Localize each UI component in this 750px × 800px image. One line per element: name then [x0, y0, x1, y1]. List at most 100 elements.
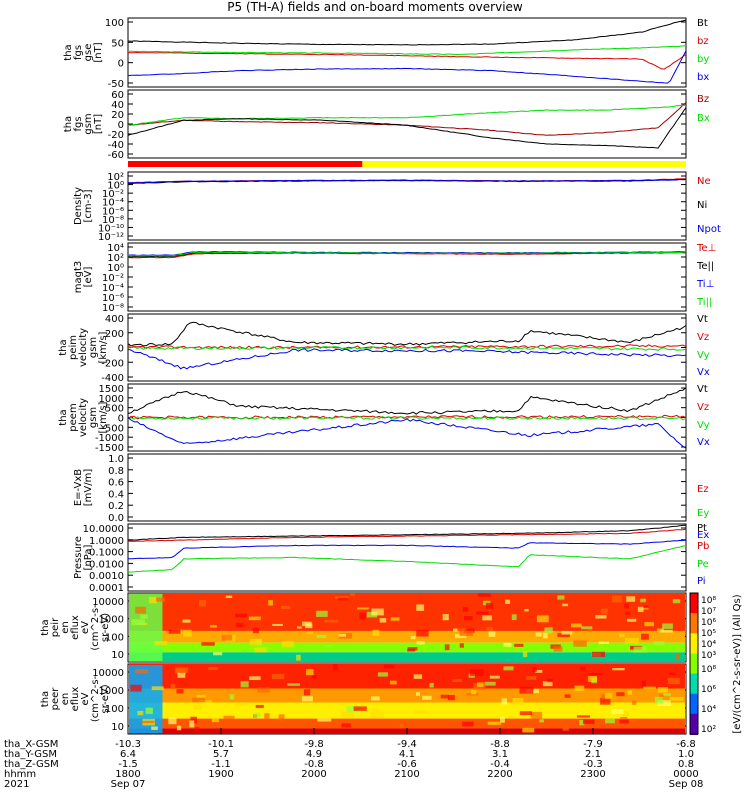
p10-spectrogram-cell	[234, 702, 247, 706]
p8-ylabel-line: Pressure	[73, 536, 84, 579]
p10-spectrogram-cell	[576, 715, 591, 718]
p2-ylabel-line: fgs	[73, 116, 84, 131]
p9-spectrogram-cell	[183, 629, 192, 637]
p9-ytick-label: 10000	[92, 597, 124, 608]
p10-spectrogram-cell	[612, 667, 625, 671]
colorbar-tick-label: 10⁶	[701, 618, 716, 628]
p10-spectrogram-cell	[301, 696, 313, 702]
p9-spectrogram-cell	[316, 634, 327, 639]
p2-series-line	[127, 102, 687, 136]
p9-spectrogram-early	[129, 594, 163, 661]
p9-spectrogram-cell	[672, 599, 681, 604]
p6-ylabel-line: gsm	[88, 407, 99, 428]
p5-series-line	[127, 345, 687, 351]
p5-ylabel-line: velocity	[78, 328, 89, 367]
p9-spectrogram-cell	[390, 617, 400, 621]
p8-legend-label: Pt	[697, 523, 707, 534]
p2-ylabel-line: [nT]	[93, 114, 104, 134]
p9-spectrogram-cell	[477, 593, 491, 597]
p7-ytick-label: 0.6	[108, 478, 124, 489]
p10-spectrogram-cell	[611, 709, 624, 714]
p8-legend-label: Pe	[697, 559, 709, 570]
x-axis-label: 1800	[115, 769, 140, 780]
p3-ytick-label: 10⁻⁴	[102, 198, 124, 209]
x-axis-label: -6.8	[676, 739, 696, 750]
p10-spectrogram-cell	[503, 666, 514, 671]
p10-spectrogram-cell	[657, 700, 671, 706]
p6-ytick-label: 0	[118, 414, 124, 425]
p5-legend-label: Vz	[697, 332, 709, 343]
p7-ytick-label: 0.0	[108, 513, 124, 524]
p1-series-line	[127, 19, 687, 46]
p5-series-line	[127, 348, 687, 370]
p9-ytick-label: 1000	[99, 615, 124, 626]
p9-spectrogram-cell	[281, 641, 294, 648]
p9-spectrogram-cell	[562, 603, 569, 607]
p10-spectrogram-cell	[452, 679, 462, 683]
p9-spectrogram-cell	[324, 619, 339, 623]
x-axis-label: -8.8	[490, 739, 510, 750]
p4-ytick-label: 10⁻⁶	[102, 293, 124, 304]
p1-legend-label: Bt	[697, 18, 708, 29]
p9-spectrogram-cell	[248, 616, 261, 621]
p2-ytick-label: 20	[111, 110, 124, 121]
x-axis-label: 3.1	[492, 749, 508, 760]
p8-series-line	[128, 528, 687, 542]
p10-spectrogram-band	[129, 702, 685, 719]
p4-legend-label: Ti||	[696, 297, 712, 308]
p9-spectrogram-cell	[644, 622, 654, 627]
p10-ytick-label: 1000	[99, 686, 124, 697]
p1-ylabel-line: tha	[63, 44, 74, 60]
p10-spectrogram-cell	[264, 713, 270, 720]
p2-ylabel-line: tha	[63, 116, 74, 132]
p2-legend-label: Bx	[697, 113, 710, 124]
p9-spectrogram-cell	[544, 627, 553, 634]
p9-spectrogram-cell	[522, 651, 528, 658]
p9-spectrogram-cell	[641, 607, 649, 610]
p9-ylabel-line: eflux	[70, 615, 81, 640]
p9-spectrogram-cell	[296, 654, 301, 661]
p1-ytick-label: 50	[111, 38, 124, 49]
p10-spectrogram-band	[129, 718, 685, 729]
p10-spectrogram-cell	[616, 692, 625, 697]
p9-spectrogram-cell	[252, 627, 259, 634]
p10-spectrogram-cell	[208, 666, 218, 670]
p10-spectrogram-cell	[141, 720, 155, 724]
p10-spectrogram-cell	[346, 705, 359, 713]
p1-series-line	[127, 51, 687, 70]
p1-ylabel-line: fgs	[73, 45, 84, 60]
p10-spectrogram-cell	[257, 687, 270, 693]
p6-legend-label: Vx	[697, 437, 710, 448]
x-axis-row-label: hhmm	[4, 769, 36, 780]
p3-ytick-label: 10⁻⁶	[102, 206, 124, 217]
p10-spectrogram-cell	[176, 689, 184, 694]
p10-spectrogram-cell	[353, 706, 367, 711]
p4-ytick-label: 10²	[107, 253, 124, 264]
p9-spectrogram-cell	[306, 631, 313, 634]
p5-ytick-label: -200	[101, 358, 124, 369]
p10-spectrogram-cell	[620, 716, 628, 720]
p10-spectrogram-cell	[539, 719, 544, 723]
p10-ytick-label: 10000	[92, 668, 124, 679]
p9-spectrogram-cell	[514, 643, 524, 647]
p8-ytick-label: 1.0000	[89, 536, 124, 547]
p2-ytick-label: 0	[118, 120, 124, 131]
p4-ytick-label: 10⁴	[107, 243, 124, 254]
p6-ylabel-line: peem	[68, 403, 79, 431]
p5-ylabel-line: tha	[58, 339, 69, 355]
p10-spectrogram-cell	[669, 696, 684, 701]
colorbar-segment	[690, 613, 698, 635]
p10-spectrogram-cell	[669, 672, 676, 675]
p9-spectrogram-cell	[416, 641, 425, 645]
p10-spectrogram-cell	[414, 710, 427, 714]
colorbar-tick-label: 10⁸	[701, 665, 716, 675]
x-axis-row-label: tha_X-GSM	[4, 739, 58, 750]
x-axis-label: 1900	[208, 769, 233, 780]
p10-spectrogram-cell	[588, 672, 603, 676]
p10-spectrogram-cell	[189, 720, 195, 728]
p8-ytick-label: 0.0001	[89, 583, 124, 594]
p9-spectrogram-cell	[407, 647, 418, 651]
p10-spectrogram-cell	[471, 689, 477, 695]
p9-ytick-label: 100	[105, 632, 124, 643]
p9-spectrogram-cell	[587, 629, 592, 632]
